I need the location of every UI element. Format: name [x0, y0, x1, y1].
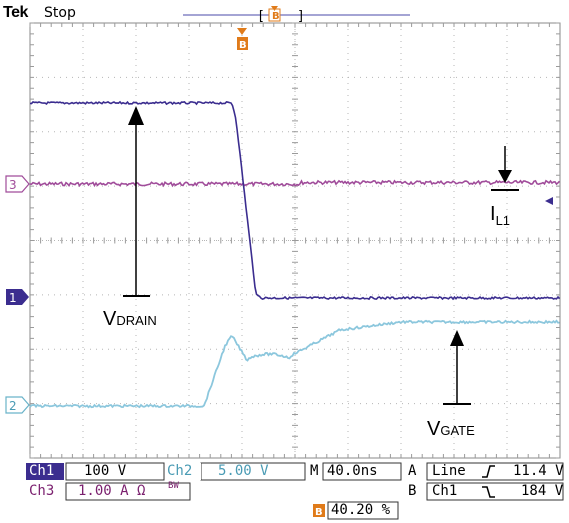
vdrain-label: VDRAIN	[103, 308, 157, 330]
record-bracket-right: ]	[297, 9, 305, 24]
timebase-box	[322, 462, 402, 481]
trigger-a-level: 11.4 V	[513, 463, 564, 479]
ch1-scale-value: 100 V	[84, 463, 127, 479]
ch1-ground-marker: 1	[6, 289, 29, 305]
vgate-label: VGATE	[427, 418, 475, 440]
trigger-a-box	[426, 462, 564, 481]
trigger-b-slope-icon	[482, 486, 495, 498]
il1-arrow	[491, 146, 519, 191]
horizontal-position-value: 40.20 %	[331, 502, 391, 518]
svg-text:B: B	[239, 40, 247, 51]
acquisition-status: Stop	[44, 5, 76, 21]
ch2-label-tab	[165, 463, 201, 480]
trigger-a-slope-icon	[482, 465, 495, 478]
trigger-b-source: Ch1	[432, 483, 458, 499]
timebase-label: M	[310, 463, 319, 479]
ch1-scale-box	[65, 462, 165, 481]
graticule	[29, 22, 561, 459]
trigger-position-icon: B	[237, 28, 248, 51]
horizontal-position-box	[327, 501, 399, 520]
ch1-waveform	[29, 100, 561, 301]
trigger-a-source: Line	[432, 463, 466, 479]
top-status-bar: Tek Stop	[0, 0, 569, 24]
position-marker-icon: B	[313, 504, 325, 518]
vdrain-arrow	[123, 106, 150, 297]
ch3-label: Ch3	[29, 483, 55, 499]
il1-label: IL1	[490, 203, 511, 228]
timebase-value: 40.0ns	[327, 463, 378, 479]
ch1-label: Ch1	[29, 463, 55, 479]
ch1-label-tab	[26, 463, 64, 480]
trigger-level-arrow	[545, 197, 553, 205]
ch3-scale-box	[65, 482, 191, 501]
svg-text:2: 2	[9, 399, 17, 413]
svg-text:3: 3	[9, 178, 17, 192]
record-trigger-icon: B	[268, 6, 281, 22]
brand-logo: Tek	[3, 4, 28, 21]
ch2-scale-value: 5.00 V	[218, 463, 269, 479]
record-bracket-left: [	[257, 9, 265, 24]
trigger-b-level: 184 V	[521, 483, 564, 499]
ch3-ground-marker: 3	[5, 175, 30, 193]
ch3-waveform	[29, 179, 561, 188]
ch2-label: Ch2	[167, 463, 193, 479]
svg-text:B: B	[272, 11, 280, 22]
svg-text:B: B	[315, 507, 323, 518]
ch2-waveform	[29, 319, 560, 409]
svg-text:1: 1	[9, 291, 17, 305]
trigger-b-label: B	[408, 483, 417, 499]
trigger-b-box	[426, 482, 564, 501]
ch3-scale-value: 1.00 A Ω	[78, 483, 146, 499]
ch3-bandwidth-badge: BW	[168, 481, 179, 491]
vgate-arrow	[443, 330, 471, 405]
ch2-ground-marker: 2	[5, 396, 30, 414]
trigger-a-label: A	[408, 463, 417, 479]
